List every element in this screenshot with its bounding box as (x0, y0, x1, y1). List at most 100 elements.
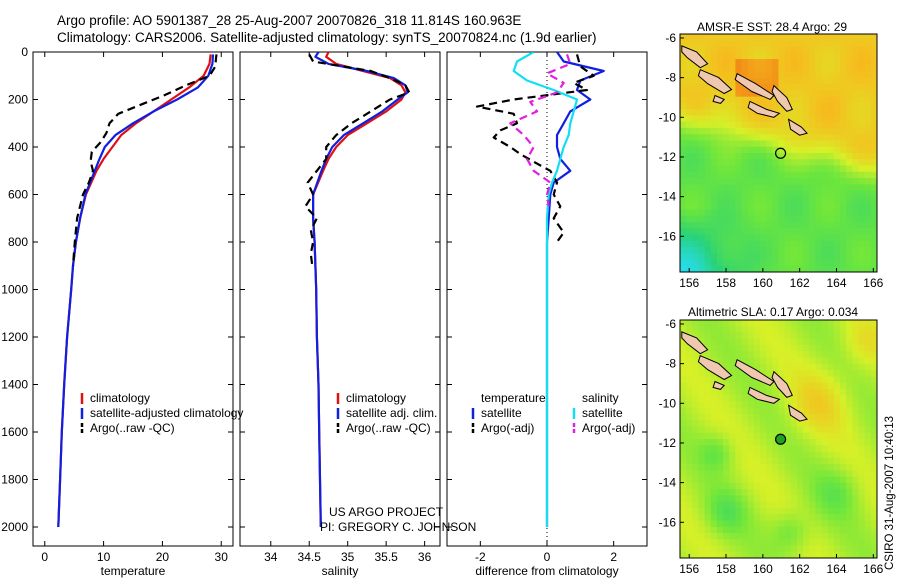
heatmap-cell (840, 432, 847, 440)
heatmap-cell (710, 140, 718, 148)
heatmap-cell (846, 259, 853, 267)
heatmap-cell (741, 457, 749, 465)
heatmap-cell (766, 40, 773, 47)
heatmap-cell (704, 228, 712, 235)
heatmap-cell (784, 445, 792, 452)
heatmap-cell (760, 215, 767, 223)
heatmap-cell (698, 545, 706, 553)
heatmap-cell (858, 476, 866, 484)
heatmap-cell (716, 240, 724, 248)
heatmap-cell (753, 127, 761, 135)
heatmap-cell (784, 526, 792, 534)
heatmap-cell (692, 426, 699, 434)
heatmap-cell (710, 401, 718, 409)
heatmap-cell (796, 445, 804, 452)
heatmap-cell (815, 46, 822, 54)
heatmap-cell (803, 209, 810, 217)
heatmap-cell (864, 203, 872, 210)
heatmap-cell (766, 464, 773, 471)
heatmap-cell (753, 209, 761, 217)
heatmap-cell (753, 65, 761, 72)
heatmap-cell (870, 159, 878, 166)
heatmap-cell (766, 209, 773, 217)
heatmap-cell (686, 326, 693, 333)
heatmap-cell (784, 495, 792, 503)
heatmap-cell (766, 482, 773, 490)
heatmap-cell (753, 470, 761, 477)
heatmap-cell (846, 539, 853, 546)
heatmap-cell (735, 40, 742, 47)
sla-map-title: Altimetric SLA: 0.17 Argo: 0.034 (688, 305, 859, 319)
heatmap-cell (692, 178, 699, 185)
heatmap-cell (710, 253, 718, 260)
heatmap-cell (858, 209, 866, 217)
heatmap-cell (741, 482, 749, 490)
heatmap-cell (809, 40, 816, 47)
heatmap-cell (821, 253, 829, 260)
heatmap-cell (858, 52, 866, 60)
heatmap-cell (870, 320, 878, 327)
heatmap-cell (815, 178, 822, 185)
heatmap-cell (846, 407, 853, 415)
heatmap-cell (809, 545, 816, 553)
heatmap-cell (864, 90, 872, 98)
heatmap-cell (766, 432, 773, 440)
heatmap-cell (692, 34, 699, 41)
heatmap-cell (870, 413, 878, 421)
heatmap-cell (735, 445, 742, 452)
heatmap-cell (796, 146, 804, 154)
heatmap-cell (840, 71, 847, 79)
heatmap-cell (821, 203, 829, 210)
heatmap-cell (753, 246, 761, 254)
heatmap-cell (803, 71, 810, 79)
heatmap-cell (741, 532, 749, 540)
heatmap-cell (846, 545, 853, 553)
heatmap-cell (686, 382, 693, 390)
heatmap-cell (729, 545, 736, 553)
heatmap-cell (784, 320, 792, 327)
heatmap-cell (760, 240, 767, 248)
heatmap-cell (735, 507, 742, 515)
heatmap-cell (716, 215, 724, 223)
heatmap-cell (766, 121, 773, 129)
heatmap-cell (796, 407, 804, 415)
heatmap-cell (716, 127, 724, 135)
heatmap-cell (827, 432, 835, 440)
heatmap-cell (753, 476, 761, 484)
heatmap-cell (680, 65, 687, 72)
heatmap-cell (833, 146, 841, 154)
heatmap-cell (858, 71, 866, 79)
map-y-tick-label: -12 (659, 436, 677, 450)
heatmap-cell (852, 482, 859, 490)
heatmap-cell (686, 71, 693, 79)
heatmap-cell (803, 115, 810, 123)
heatmap-cell (858, 77, 866, 85)
heatmap-cell (766, 102, 773, 110)
heatmap-cell (760, 432, 767, 440)
heatmap-cell (723, 221, 730, 229)
heatmap-cell (790, 532, 798, 540)
heatmap-cell (760, 332, 767, 340)
heatmap-cell (723, 165, 730, 173)
heatmap-cell (809, 159, 816, 166)
heatmap-cell (704, 351, 712, 358)
heatmap-cell (710, 240, 718, 248)
heatmap-cell (827, 332, 835, 340)
heatmap-cell (723, 432, 730, 440)
heatmap-cell (741, 228, 749, 235)
heatmap-cell (833, 363, 841, 371)
heatmap-cell (716, 326, 724, 333)
heatmap-cell (778, 59, 786, 66)
heatmap-cell (833, 351, 841, 358)
heatmap-cell (784, 84, 792, 91)
heatmap-cell (821, 34, 829, 41)
heatmap-cell (790, 332, 798, 340)
heatmap-cell (716, 115, 724, 123)
heatmap-cell (772, 96, 779, 104)
heatmap-cell (692, 532, 699, 540)
heatmap-cell (747, 451, 755, 459)
heatmap-cell (772, 165, 779, 173)
heatmap-cell (753, 165, 761, 173)
heatmap-cell (809, 526, 816, 534)
heatmap-cell (833, 432, 841, 440)
